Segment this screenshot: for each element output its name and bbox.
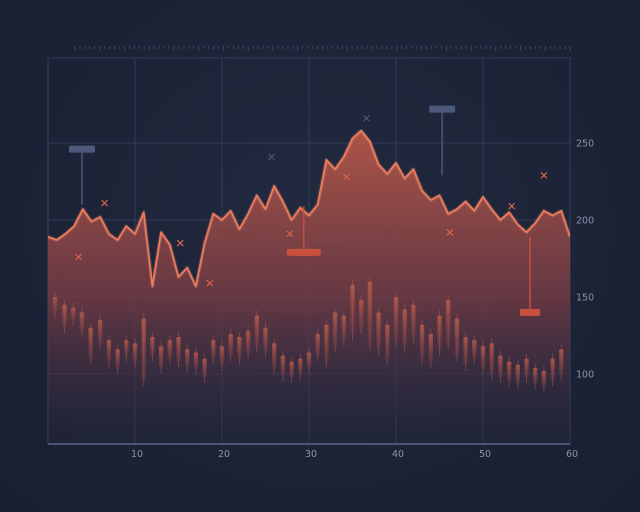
- candle-body: [211, 340, 216, 359]
- candle-body: [263, 327, 268, 351]
- candle-body: [332, 312, 338, 347]
- x-tick-label: 30: [305, 449, 317, 460]
- candle-body: [359, 300, 364, 328]
- candles-layer: [52, 276, 564, 393]
- marker-bar: [429, 105, 456, 113]
- cross-marker: [342, 173, 350, 181]
- candle-body: [454, 318, 460, 356]
- y-tick-label: 250: [576, 139, 594, 150]
- y-tick-label: 100: [576, 370, 594, 381]
- x-tick-label: 40: [392, 449, 404, 460]
- candle-body: [324, 324, 329, 362]
- candle-body: [158, 346, 164, 368]
- candle-body: [185, 349, 190, 367]
- line-layer: [48, 128, 570, 289]
- cross-marker: [206, 279, 214, 287]
- candle-body: [306, 352, 312, 368]
- candle-body: [402, 309, 407, 347]
- area-layer: [48, 130, 570, 444]
- candle-body: [376, 312, 381, 350]
- candle-body: [202, 358, 207, 378]
- candle-body: [533, 367, 538, 384]
- cross-marker: [268, 153, 276, 161]
- candle-body: [132, 343, 138, 362]
- candle-body: [541, 370, 547, 387]
- candle-body: [272, 343, 277, 368]
- candle-body: [393, 297, 399, 341]
- candle-body: [106, 340, 112, 362]
- candle-body: [446, 300, 451, 344]
- volume-layer: [61, 393, 569, 437]
- x-tick-label: 60: [566, 449, 578, 460]
- markers-layer: [68, 105, 548, 316]
- candle-body: [71, 307, 76, 321]
- candle-body: [428, 333, 433, 362]
- candle-body: [193, 352, 199, 368]
- candle-body: [350, 284, 355, 334]
- candle-body: [237, 337, 242, 359]
- candle-body: [298, 358, 303, 374]
- cross-marker: [75, 253, 82, 261]
- marker-bar: [68, 145, 95, 153]
- candle-body: [141, 318, 146, 381]
- candle-body: [411, 304, 416, 338]
- x-tick-label: 10: [131, 449, 143, 460]
- price-line: [48, 129, 570, 288]
- y-tick-label: 150: [576, 293, 594, 304]
- candle-body: [489, 343, 494, 374]
- candle-body: [62, 304, 67, 328]
- marker-bar: [519, 308, 540, 316]
- candle-body: [480, 346, 486, 368]
- candle-body: [463, 337, 468, 365]
- candle-body: [150, 337, 155, 356]
- candle-body: [254, 315, 259, 347]
- cross-marker: [540, 171, 548, 179]
- x-tick-label: 20: [218, 449, 230, 460]
- cross-marker: [176, 239, 184, 247]
- candle-body: [550, 358, 555, 381]
- cross-marker: [508, 202, 516, 210]
- candle-body: [385, 324, 390, 359]
- candle-body: [52, 297, 58, 313]
- area-fill: [48, 130, 570, 444]
- candle-body: [315, 333, 320, 356]
- marker-bar: [286, 248, 321, 256]
- candle-body: [245, 330, 251, 353]
- candle-body: [559, 349, 564, 374]
- candle-body: [228, 333, 233, 356]
- candle-body: [289, 361, 294, 378]
- y-tick-label: 200: [576, 216, 594, 227]
- cross-marker: [446, 228, 454, 236]
- candle-body: [472, 340, 477, 359]
- candle-body: [88, 327, 93, 359]
- candle-body: [515, 364, 520, 384]
- cross-marker: [101, 199, 108, 207]
- candle-body: [176, 337, 181, 362]
- cross-marker: [362, 114, 370, 122]
- candle-body: [341, 315, 346, 341]
- candle-body: [79, 312, 85, 331]
- x-tick-label: 50: [479, 449, 491, 460]
- cross-marker: [286, 230, 294, 238]
- candle-body: [437, 315, 442, 350]
- axes-layer: 10 20 30 40 50 60 100 150 200 250: [48, 139, 594, 460]
- candle-body: [506, 361, 512, 381]
- candle-body: [367, 281, 373, 344]
- candle-body: [498, 355, 503, 378]
- candle-body: [115, 349, 120, 368]
- candle-body: [167, 340, 172, 359]
- candle-body: [419, 324, 425, 359]
- candle-body: [524, 358, 529, 378]
- candle-body: [98, 320, 103, 344]
- candle-body: [219, 346, 225, 365]
- candle-body: [124, 340, 129, 356]
- candle-body: [280, 355, 286, 376]
